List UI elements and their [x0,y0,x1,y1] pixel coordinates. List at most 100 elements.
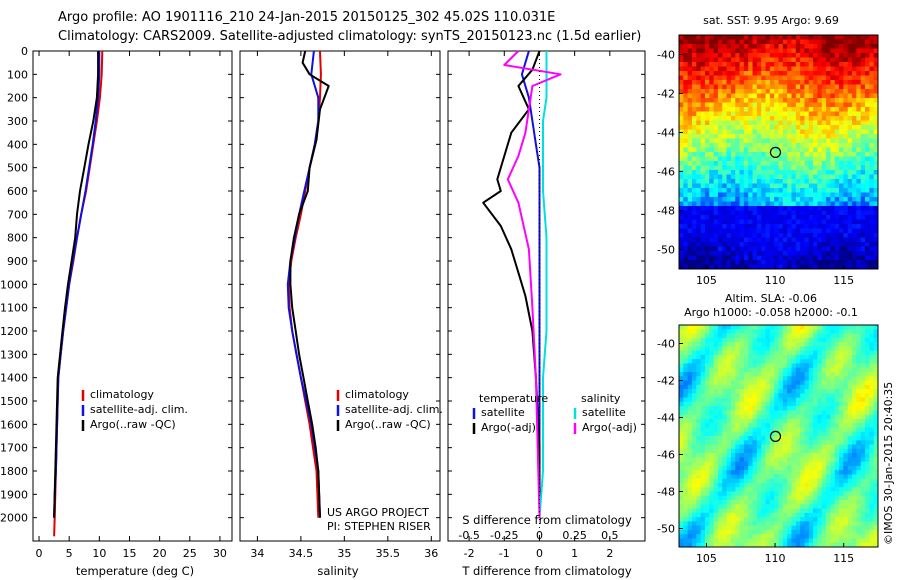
sla-map-cell [687,397,693,403]
sla-map-cell [679,427,684,433]
sla-map-cell [778,329,784,335]
sla-map-cell [843,401,849,407]
sst-map-cell [713,206,719,212]
sla-map-cell [704,500,710,505]
sla-map-cell [679,500,684,505]
sst-map-cell [865,161,870,167]
sla-map-cell [813,500,819,505]
sla-map-cell [778,401,784,407]
sst-map-cell [843,161,849,167]
sst-map-cell [696,192,702,198]
sla-map-cell [722,342,728,347]
temperature-x-tick-label: 20 [153,547,167,560]
sla-map-cell [852,325,857,330]
sst-map-cell [834,39,840,45]
sla-map-cell [804,448,810,454]
sst-map-cell [813,197,819,203]
sla-map-cell [778,346,784,352]
sst-map-cell [739,192,745,198]
sla-map-cell [834,461,840,467]
sla-map-cell [843,350,849,356]
sst-map-cell [817,255,823,261]
difference-series-2-line [538,51,548,518]
sst-map-cell [752,120,758,126]
sla-map-cell [826,436,832,441]
sla-map-cell [726,418,732,424]
sla-map-cell [830,354,836,360]
sla-map-cell [839,512,844,518]
sst-map-cell [761,80,767,86]
sst-map-cell [704,53,710,59]
sla-map-cell [704,329,710,335]
sst-map-cell [679,75,684,81]
sst-map-cell [748,152,754,158]
sst-map-cell [804,62,810,68]
sst-map-cell [839,192,844,198]
sla-map-cell [683,453,689,458]
sst-map-cell [847,188,853,194]
sla-map-cell [843,410,849,416]
sst-map-cell [787,255,793,261]
sla-map-cell [726,423,732,429]
sst-map-cell [839,116,844,122]
sst-map-cell [756,174,762,180]
sst-map-cell [795,134,801,140]
sst-map-cell [847,161,853,167]
sla-map-cell [704,354,710,360]
sla-map-cell [826,389,832,394]
sst-map-cell [830,62,836,68]
sst-map-cell [865,233,870,239]
sst-map-cell [709,98,715,104]
sla-map-cell [856,453,862,458]
sla-map-cell [865,414,870,420]
sst-map-cell [873,210,878,216]
sst-map-cell [782,66,788,72]
sst-map-cell [800,129,806,135]
sla-map-cell [800,414,806,420]
sla-map-cell [830,342,836,347]
sst-map-cell [765,57,771,63]
sla-map-cell [808,512,814,518]
sst-map-cell [852,80,857,86]
sla-map-cell [830,329,836,335]
sst-map-cell [761,107,767,113]
sst-map-cell [865,134,870,140]
sla-map-cell [679,359,684,365]
sst-map-cell [791,116,797,122]
sla-map-cell [756,427,762,433]
sst-map-cell [795,93,801,99]
sla-map-cell [826,482,832,488]
sst-map-cell [787,242,793,248]
sla-map-cell [852,337,857,343]
sla-map-cell [795,474,801,480]
sst-map-cell [830,237,836,243]
sla-map-cell [679,495,684,501]
sst-map-cell [748,246,754,252]
sst-map-cell [700,125,706,131]
sla-map-cell [683,325,689,330]
sla-map-cell [761,487,767,493]
sst-map-cell [752,80,758,86]
sla-map-cell [787,384,793,390]
sst-map-cell [726,48,732,54]
sst-map-cell [782,44,788,50]
sst-map-cell [700,197,706,203]
sst-map-cell [817,174,823,180]
sla-map-cell [860,414,866,420]
sla-map-cell [795,495,801,501]
sla-map-cell [800,504,806,510]
sst-map-cell [765,129,771,135]
sla-map-cell [843,354,849,360]
sla-map-cell [860,389,866,394]
sst-map-cell [800,264,806,269]
sla-map-cell [739,363,745,369]
sla-map-cell [752,491,758,497]
sst-map-cell [700,35,706,41]
sla-map-cell [704,427,710,433]
sla-map-cell [704,410,710,416]
sst-map-cell [735,192,741,198]
sst-map-cell [804,116,810,122]
sla-map-cell [843,482,849,488]
sla-map-cell [778,376,784,382]
sst-map-cell [704,80,710,86]
